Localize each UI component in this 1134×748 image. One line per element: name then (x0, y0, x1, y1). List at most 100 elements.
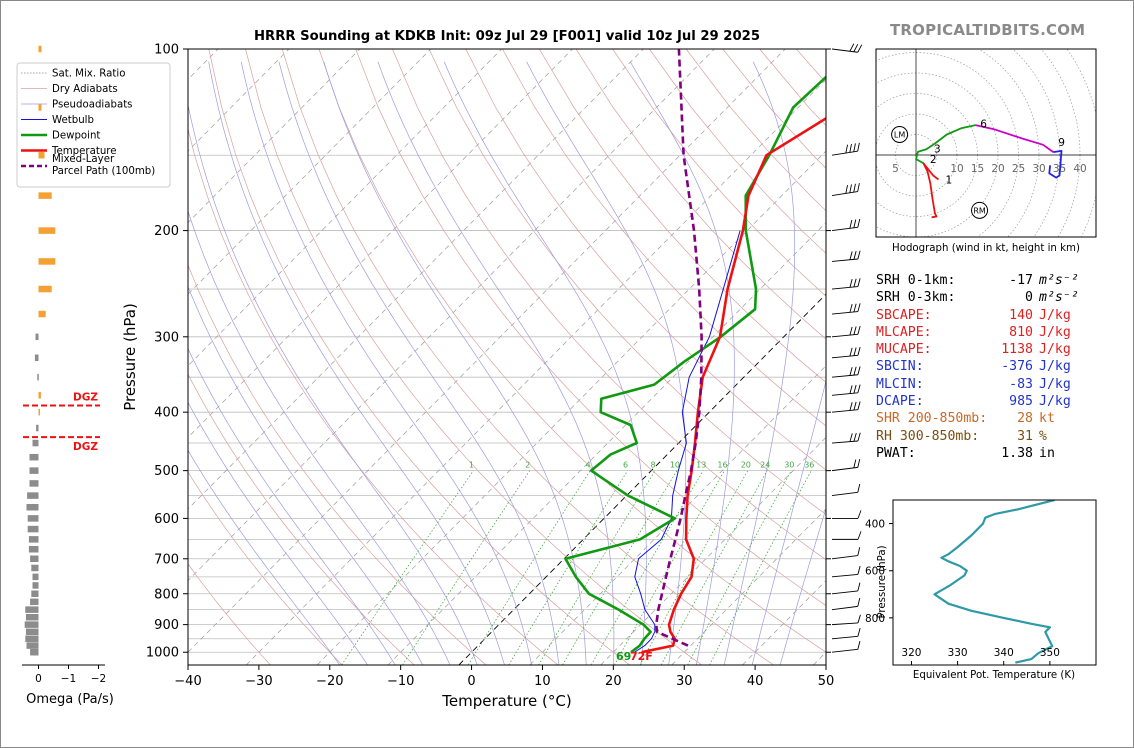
dry-adiabat (188, 127, 559, 665)
hodo-ring-label: 20 (991, 163, 1004, 175)
isotherm (188, 49, 502, 367)
barb-flag (857, 401, 861, 410)
theta-e-border (892, 499, 1097, 666)
mixing-ratio-line (614, 470, 725, 665)
omega-bar (27, 492, 39, 499)
omega-bar (25, 628, 39, 636)
wind-barb (831, 250, 861, 262)
omega-bar (32, 439, 39, 447)
hodo-segment (933, 124, 976, 145)
barb-flag (853, 278, 857, 288)
isotherm (600, 436, 826, 665)
index-unit: J/kg (1039, 359, 1071, 375)
barb-staff (831, 635, 858, 640)
y-tick-label: 700 (154, 552, 179, 567)
pseudoadiabat (723, 61, 796, 665)
index-unit: m²s⁻² (1039, 290, 1079, 306)
index-value: 985 (1009, 394, 1033, 410)
legend-label: Dewpoint (52, 131, 100, 142)
index-row: SBCIN: -376 J/kg (876, 358, 1091, 375)
storm-motion-marker (891, 126, 909, 143)
theta-x-tick-label: 320 (901, 647, 921, 659)
skewt-plot: HRRR Sounding at KDKB Init: 09z Jul 29 [… (16, 29, 863, 710)
pseudoadiabat (751, 379, 826, 665)
pseudoadiabat (779, 507, 826, 665)
legend-label: Wetbulb (52, 115, 94, 126)
barb-flag (857, 366, 861, 375)
series-dewpoint (564, 75, 826, 654)
sounding-indices: SRH 0-1km: -17 m²s⁻² SRH 0-3km: 0 m²s⁻² SBCAPE… (876, 272, 1091, 462)
omega-bar (30, 648, 39, 656)
dry-adiabat (188, 563, 271, 665)
pseudoadiabat (278, 61, 560, 665)
pseudoadiabat (208, 61, 505, 665)
mixing-ratio-line (687, 470, 792, 665)
barb-flag (857, 614, 861, 624)
wind-barb (831, 458, 861, 472)
dry-adiabat (355, 49, 826, 606)
index-label: SRH 0-1km: (876, 273, 956, 288)
omega-bar (30, 598, 39, 606)
barb-flag (853, 366, 857, 376)
surface-dewpoint-label: 69 (616, 650, 631, 663)
skewt-profiles (564, 49, 826, 654)
barb-staff (831, 354, 858, 359)
wind-barb (831, 432, 861, 444)
barb-flag (849, 251, 853, 260)
skewt-y-axis-label: Pressure (hPa) (121, 303, 139, 411)
series-mixed-layer-parcel-path-100mb- (654, 49, 703, 647)
barb-flag (849, 367, 853, 376)
index-unit: m²s⁻² (1039, 273, 1079, 288)
wind-barb (831, 547, 861, 560)
barb-flag (849, 219, 853, 229)
index-value: 31 (1017, 428, 1033, 444)
omega-bar (38, 408, 40, 416)
pseudoadiabat (188, 401, 368, 665)
omega-bar (38, 392, 41, 399)
dry-adiabat (188, 373, 415, 665)
wind-barb (831, 303, 861, 315)
wind-barb (831, 366, 861, 378)
barb-staff (831, 226, 858, 232)
barb-staff (831, 555, 858, 560)
x-tick-label: −20 (316, 674, 343, 689)
barb-staff (831, 440, 858, 444)
mixing-ratio-line (341, 470, 474, 665)
index-value: 1138 (1001, 342, 1033, 358)
legend-label: Sat. Mix. Ratio (52, 69, 125, 80)
wind-barb (831, 401, 861, 413)
omega-x-axis-label: Omega (Pa/s) (26, 692, 114, 707)
y-tick-label: 200 (154, 224, 179, 239)
omega-bar (38, 151, 45, 159)
legend-label: Dry Adiabats (52, 84, 118, 95)
barb-flag (849, 184, 852, 193)
y-tick-label: 400 (154, 406, 179, 421)
omega-bar (36, 424, 39, 432)
wind-barb (831, 325, 861, 338)
theta-y-tick-label: 600 (865, 566, 885, 578)
index-label: SHR 200-850mb: (876, 411, 988, 427)
barb-flag (857, 384, 861, 393)
barb-flag (857, 510, 862, 519)
barb-flag (849, 303, 853, 313)
barb-flag (853, 401, 857, 411)
x-tick-label: −40 (174, 674, 201, 689)
storm-motion-label: RM (973, 206, 986, 215)
skewt-plot-border (187, 48, 827, 666)
omega-bar (26, 642, 39, 649)
omega-bar (38, 104, 42, 111)
index-row: SRH 0-3km: 0 m²s⁻² (876, 289, 1091, 306)
omega-x-tick-label: −2 (91, 673, 106, 685)
isotherm (188, 49, 786, 653)
hodo-height-label: 2 (930, 154, 937, 166)
barb-flag (857, 44, 863, 53)
mixing-ratio-line (538, 470, 656, 665)
isotherm (188, 49, 644, 510)
dry-adiabat (575, 49, 826, 340)
omega-bar (31, 564, 39, 572)
barb-flag (853, 384, 857, 394)
mixing-ratio-line (639, 470, 749, 665)
theta-e-x-axis-label: Equivalent Pot. Temperature (K) (913, 670, 1075, 681)
mixing-ratio-label: 20 (741, 461, 751, 470)
